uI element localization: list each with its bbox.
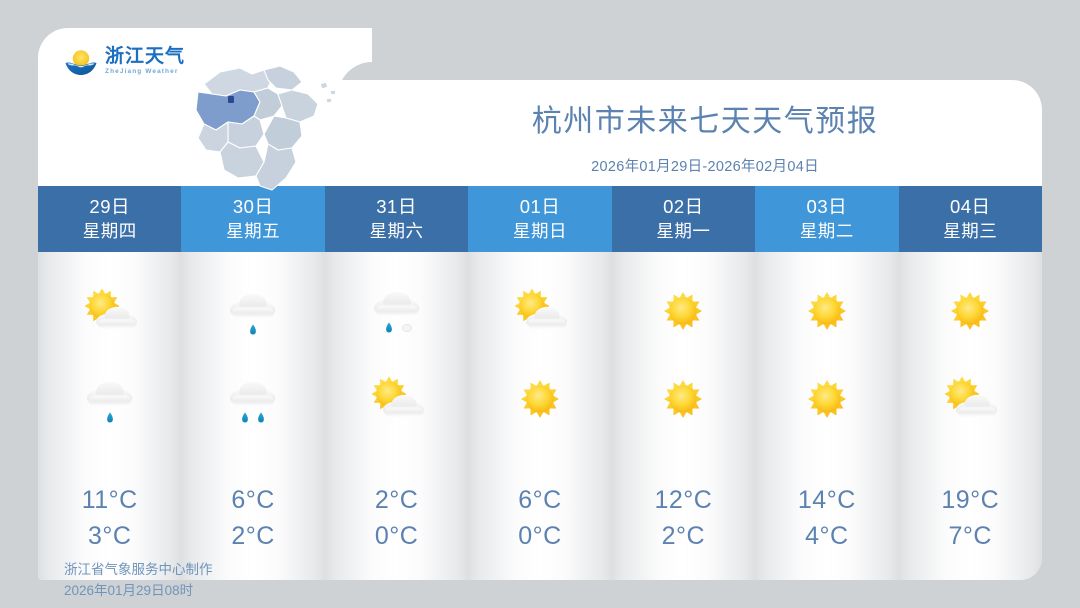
day-weekday: 星期一 [656,220,711,241]
day-temperatures: 6°C 0°C [468,483,611,580]
zhejiang-province-map [168,58,358,206]
temp-low: 2°C [661,521,706,550]
sun-behind-cloud-icon [75,280,145,342]
day-weekday: 星期六 [369,220,424,241]
day-date: 31日 [376,196,417,218]
temp-low: 3°C [87,521,132,550]
day-date: 03日 [806,196,848,218]
temp-high: 12°C [654,486,713,514]
temp-low: 2°C [231,521,275,550]
temp-low: 4°C [805,521,849,550]
temp-low: 0°C [374,521,419,550]
footer-producer: 浙江省气象服务中心制作 [64,562,213,577]
day-icons [755,252,898,483]
brand-name-en: ZheJiang Weather [105,67,179,75]
sun-icon [648,280,718,342]
cloud-sleet-icon [362,280,432,342]
day-header: 31日 星期六 [324,186,469,252]
day-header: 01日 星期日 [468,186,612,252]
day-weekday: 星期日 [512,220,567,241]
day-date: 29日 [89,196,130,218]
day-weekday: 星期三 [943,220,998,241]
day-column[interactable]: 29日 星期四 [38,186,182,580]
footer-issued-at: 2026年01月29日08时 [64,582,194,598]
temp-high: 2°C [374,486,419,514]
cloud-light-rain-icon [75,368,145,430]
forecast-card: 浙江天气 ZheJiang Weather [38,28,1042,580]
day-icons [181,252,324,483]
day-weekday: 星期五 [226,220,281,241]
temp-low: 7°C [948,521,992,550]
date-range: 2026年01月29日-2026年02月04日 [591,159,819,175]
day-weekday: 星期四 [82,220,137,241]
brand-logo-text: 浙江天气 ZheJiang Weather [105,44,186,76]
day-header: 29日 星期四 [38,186,182,252]
sun-icon [935,280,1005,342]
day-column[interactable]: 01日 星期日 [468,186,612,580]
day-temperatures: 2°C 0°C [325,483,468,580]
cloud-moderate-rain-icon [218,368,288,430]
forecast-grid: 29日 星期四 [38,186,1042,580]
day-column[interactable]: 31日 星期六 [324,186,469,580]
day-temperatures: 14°C 4°C [755,483,898,580]
day-column[interactable]: 02日 星期一 [611,186,756,580]
day-date: 01日 [519,196,561,218]
day-column[interactable]: 04日 星期三 [898,186,1042,580]
capital-marker-icon [228,96,234,103]
day-icons [468,252,611,483]
day-weekday: 星期二 [799,220,854,241]
day-header: 02日 星期一 [611,186,756,252]
day-icons [38,252,181,483]
sun-behind-cloud-icon [505,280,575,342]
day-icons [325,252,468,483]
day-icons [899,252,1042,483]
temp-high: 6°C [231,486,275,514]
day-column[interactable]: 03日 星期二 [755,186,899,580]
title-block: 杭州市未来七天天气预报 2026年01月29日-2026年02月04日 [368,96,1042,176]
sun-icon [792,280,862,342]
brand-name-cn: 浙江天气 [105,44,186,67]
day-temperatures: 6°C 2°C [181,483,324,580]
temp-low: 0°C [518,521,562,550]
footer: 浙江省气象服务中心制作 2026年01月29日08时 [64,560,213,602]
temp-high: 11°C [81,486,138,514]
brand-logo: 浙江天气 ZheJiang Weather [64,46,185,76]
cloud-light-rain-icon [218,280,288,342]
sun-icon [792,368,862,430]
day-temperatures: 19°C 7°C [899,483,1042,580]
day-temperatures: 12°C 2°C [612,483,755,580]
day-column[interactable]: 30日 星期五 [181,186,325,580]
day-date: 02日 [663,196,704,218]
day-icons [612,252,755,483]
day-header: 04日 星期三 [898,186,1042,252]
sun-behind-cloud-icon [362,368,432,430]
day-header: 03日 星期二 [755,186,899,252]
sun-icon [648,368,718,430]
day-date: 30日 [232,196,274,218]
sun-icon [505,368,575,430]
sun-over-wave-icon [64,46,98,76]
sun-behind-cloud-icon [935,368,1005,430]
day-temperatures: 11°C 3°C [38,483,181,580]
day-header: 30日 星期五 [181,186,325,252]
temp-high: 19°C [941,486,1000,514]
temp-high: 6°C [518,486,562,514]
temp-high: 14°C [797,486,856,514]
page-title: 杭州市未来七天天气预报 [531,104,879,139]
day-date: 04日 [949,196,991,218]
